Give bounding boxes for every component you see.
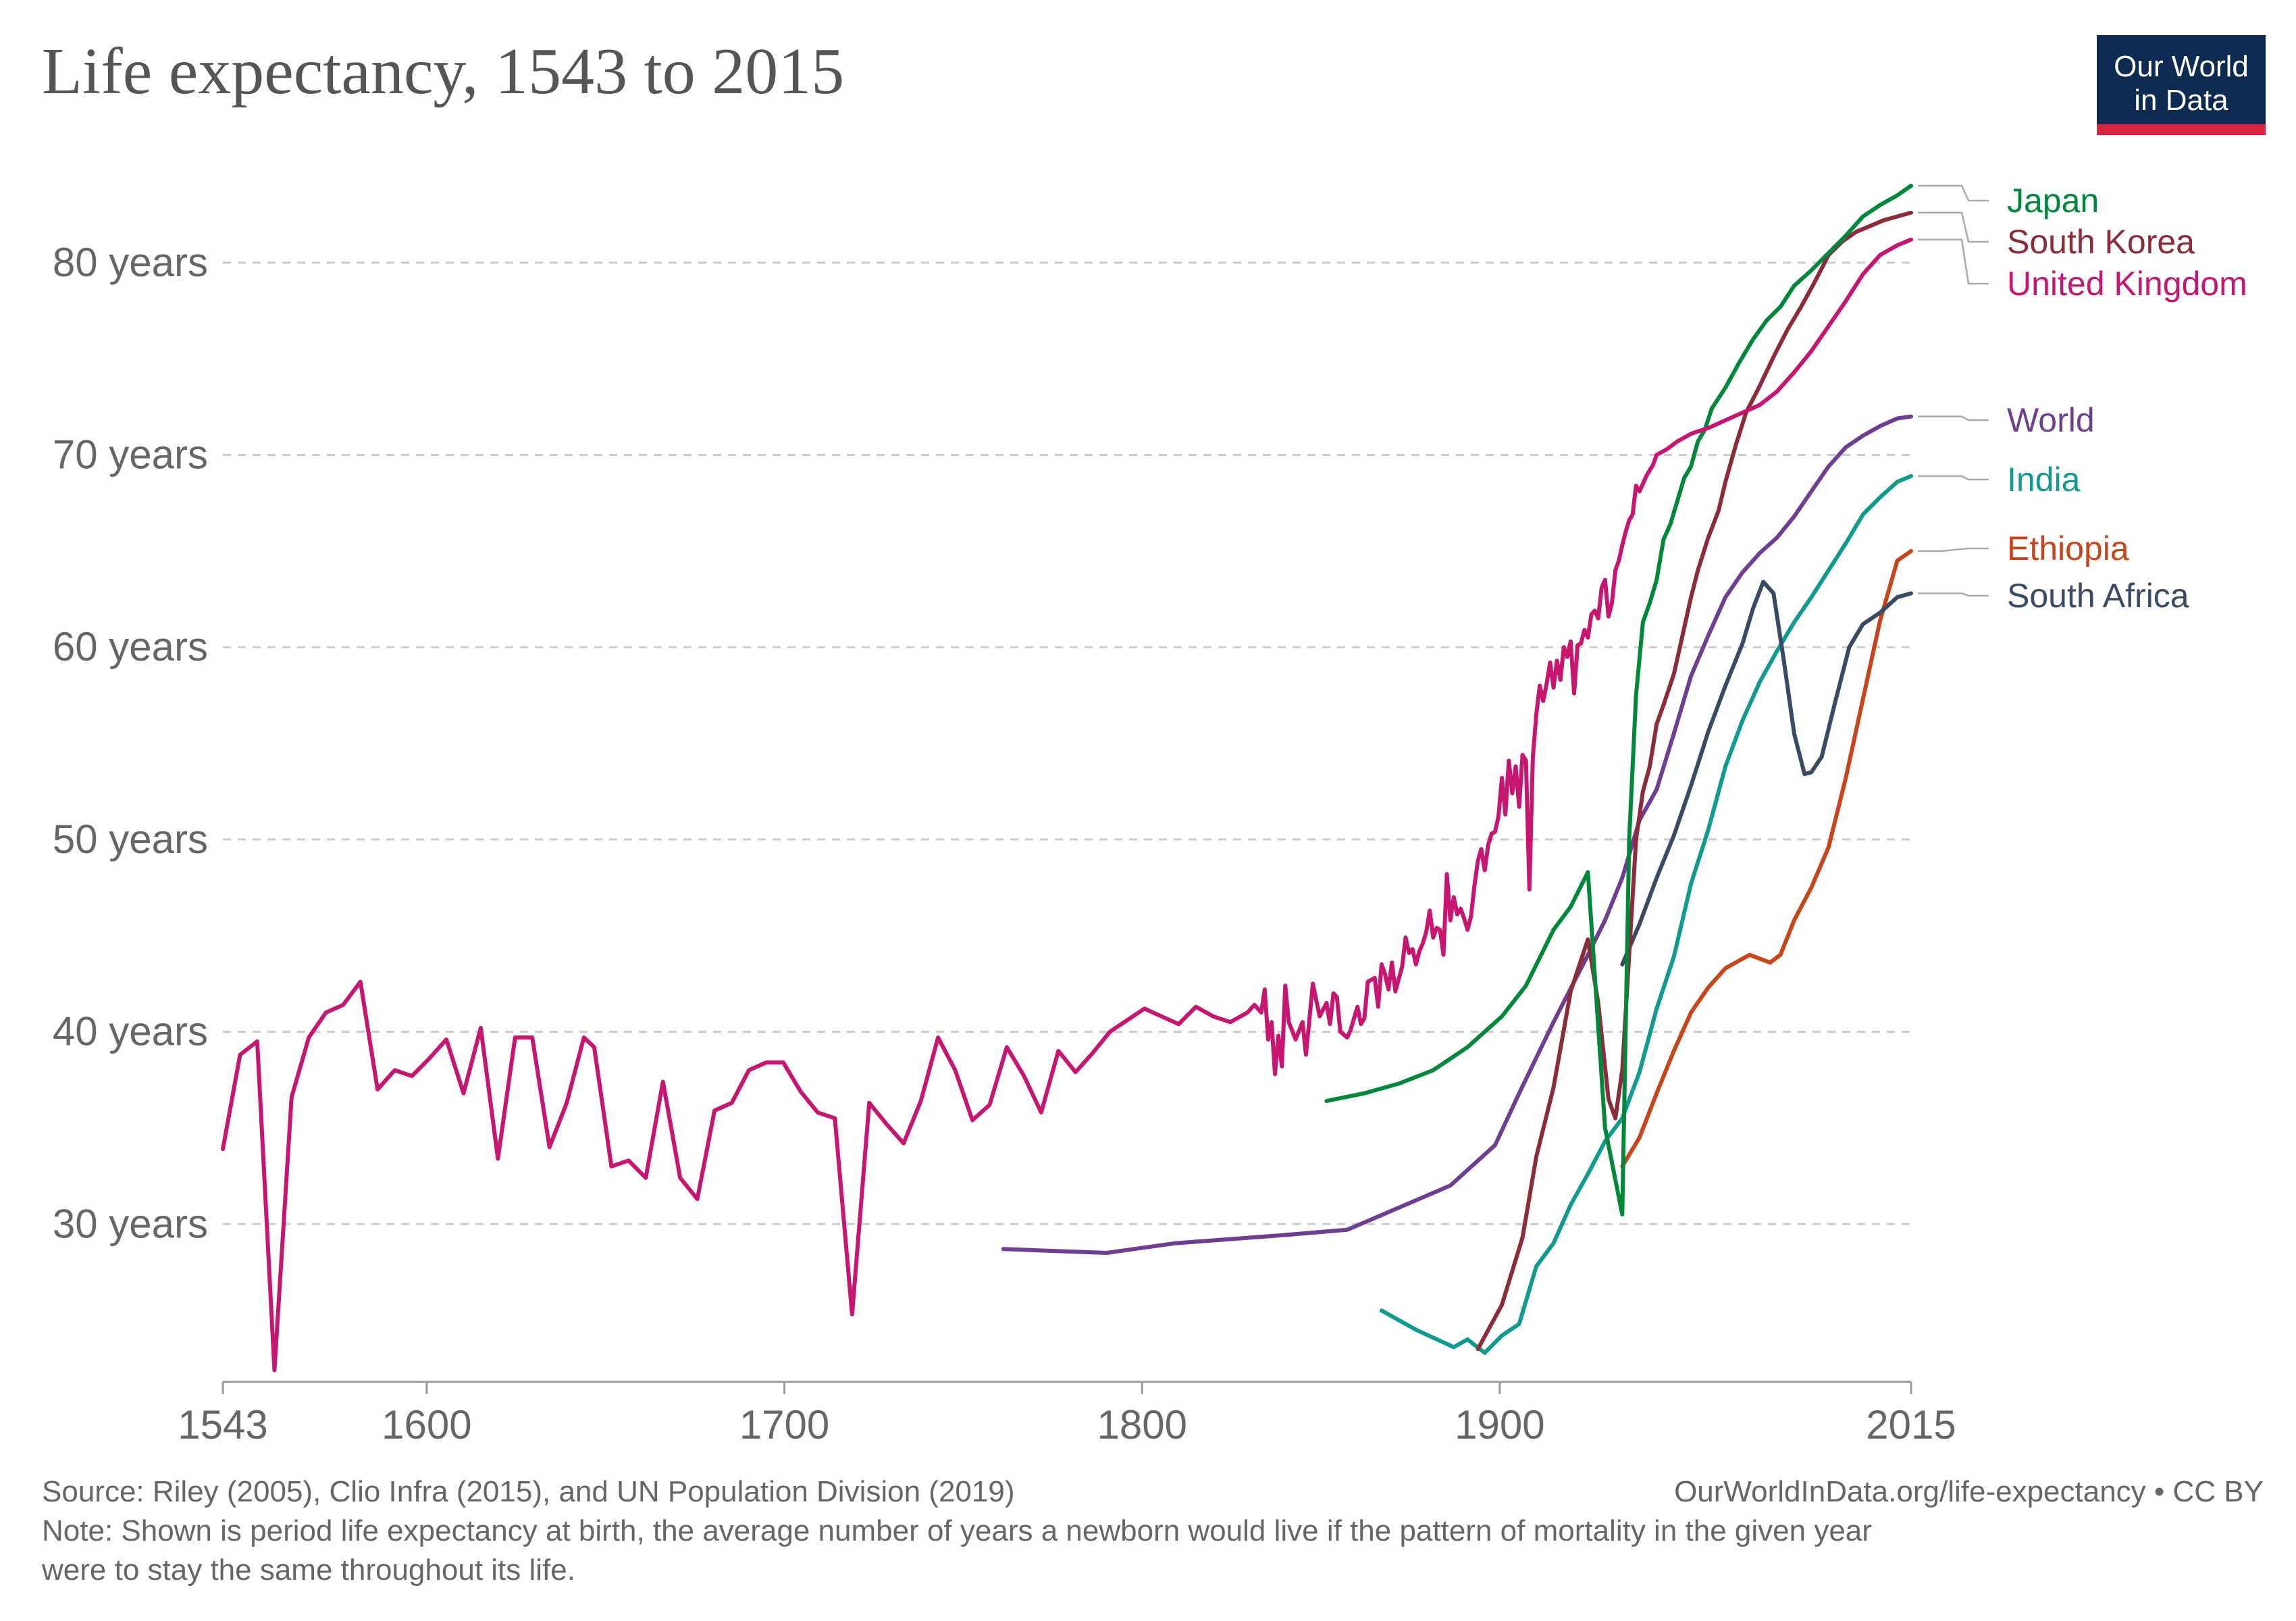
logo-line-2: in Data xyxy=(2134,84,2228,117)
series-label-world[interactable]: World xyxy=(2007,401,2095,439)
y-tick-label-70: 70 years xyxy=(53,432,208,478)
leader-line-ethiopia xyxy=(1918,547,1989,552)
x-tick-label-2015: 2015 xyxy=(1866,1402,1956,1447)
series-label-japan[interactable]: Japan xyxy=(2007,182,2099,220)
leader-line-world xyxy=(1918,415,1989,421)
y-tick-label-50: 50 years xyxy=(53,817,208,862)
leader-line-south-korea xyxy=(1918,211,1989,243)
series-line-japan[interactable] xyxy=(1324,184,1913,1216)
chart-footer: Source: Riley (2005), Clio Infra (2015),… xyxy=(42,1472,2264,1590)
x-tick-label-1543: 1543 xyxy=(178,1402,267,1447)
series-label-south-korea[interactable]: South Korea xyxy=(2007,223,2195,261)
series-label-ethiopia[interactable]: Ethiopia xyxy=(2007,530,2129,567)
leader-line-japan xyxy=(1918,184,1989,202)
source-text: Source: Riley (2005), Clio Infra (2015),… xyxy=(42,1475,1015,1508)
series-label-united-kingdom[interactable]: United Kingdom xyxy=(2007,265,2247,303)
life-expectancy-line-chart: 30 years 40 years 50 years 60 years 70 years… xyxy=(53,182,2247,1447)
series-line-south-africa[interactable] xyxy=(1620,580,1913,967)
y-tick-label-30: 30 years xyxy=(53,1201,208,1246)
x-tick-label-1600: 1600 xyxy=(382,1402,471,1447)
leader-line-india xyxy=(1918,475,1989,481)
series-line-united-kingdom[interactable] xyxy=(221,237,1913,1372)
series-line-south-korea[interactable] xyxy=(1476,210,1913,1352)
page-title: Life expectancy, 1543 to 2015 xyxy=(42,35,845,108)
x-tick-label-1900: 1900 xyxy=(1455,1402,1544,1447)
owid-logo[interactable]: Our World in Data xyxy=(2097,35,2266,135)
y-tick-label-60: 60 years xyxy=(53,624,208,669)
y-axis-tick-labels: 30 years 40 years 50 years 60 years 70 years… xyxy=(53,240,208,1246)
leader-line-united-kingdom xyxy=(1918,238,1989,285)
series-line-india[interactable] xyxy=(1379,473,1913,1355)
series-line-ethiopia[interactable] xyxy=(1620,548,1913,1168)
note-line-1: Note: Shown is period life expectancy at… xyxy=(42,1514,1872,1547)
y-gridlines xyxy=(223,261,1911,1225)
leader-line-south-africa xyxy=(1918,592,1989,597)
y-tick-label-40: 40 years xyxy=(53,1009,208,1054)
credit-link[interactable]: OurWorldInData.org/life-expectancy • CC … xyxy=(1674,1475,2264,1508)
x-tick-label-1700: 1700 xyxy=(739,1402,829,1447)
footer-source-row: Source: Riley (2005), Clio Infra (2015),… xyxy=(42,1472,2264,1512)
x-axis: 1543 1600 1700 1800 1900 2015 xyxy=(178,1381,1956,1447)
note-line-2: were to stay the same throughout its lif… xyxy=(42,1553,575,1587)
series-lines xyxy=(221,184,1913,1372)
logo-line-1: Our World xyxy=(2114,50,2249,83)
y-tick-label-80: 80 years xyxy=(53,240,208,285)
series-line-world[interactable] xyxy=(1001,414,1913,1255)
series-label-india[interactable]: India xyxy=(2007,461,2081,498)
x-tick-label-1800: 1800 xyxy=(1097,1402,1186,1447)
series-label-south-africa[interactable]: South Africa xyxy=(2007,577,2189,615)
